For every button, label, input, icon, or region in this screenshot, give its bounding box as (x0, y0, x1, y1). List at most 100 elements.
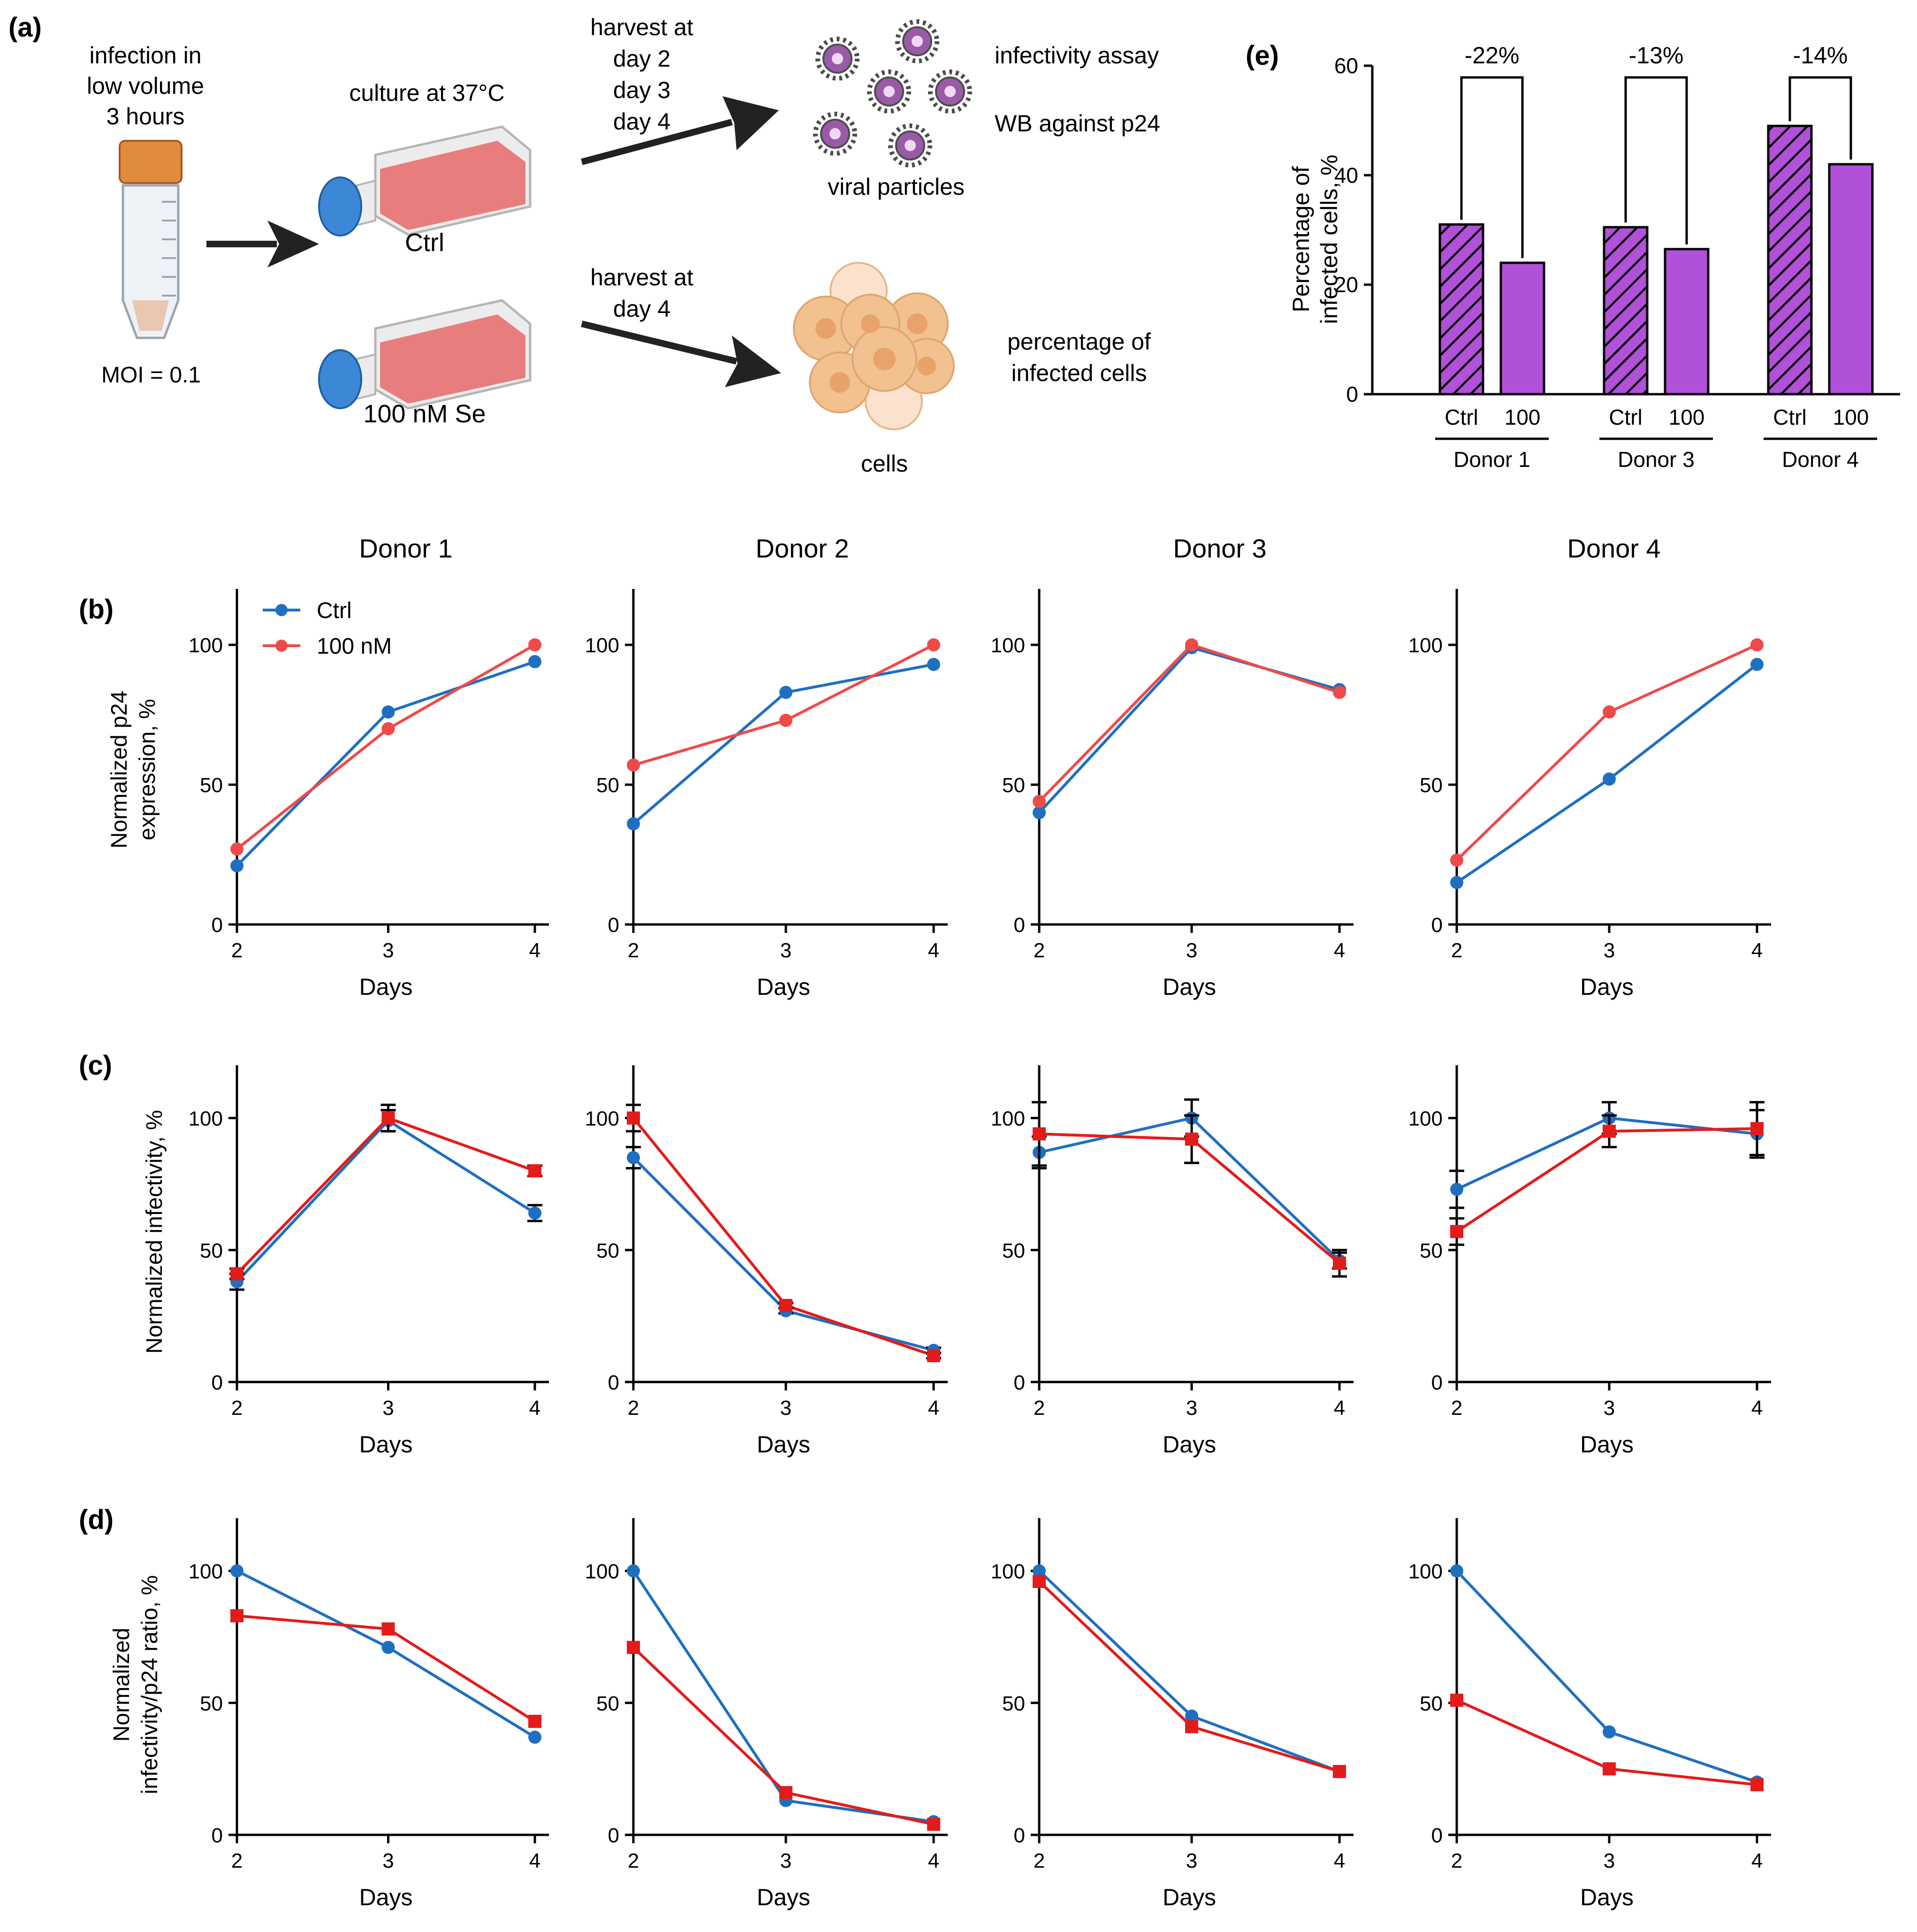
x-tick-label: 3 (1604, 939, 1615, 962)
data-point-ctrl (230, 1564, 243, 1578)
donor-title-4: Donor 4 (1567, 534, 1660, 563)
x-tick-label: 3 (1604, 1397, 1615, 1420)
y-tick-label: 0 (212, 1824, 223, 1847)
x-axis-label: Days (1580, 1431, 1634, 1458)
x-tick-label: 4 (1751, 939, 1763, 962)
panel-label-d: (d) (79, 1504, 114, 1535)
plot-b-donor-2: 0 50 100 2 3 4 Days (585, 589, 948, 1000)
x-tick-label: 4 (928, 1397, 939, 1420)
x-tick-label: 4 (529, 1849, 540, 1872)
data-point-treated (779, 714, 792, 727)
y-tick-label: 50 (200, 774, 223, 797)
y-tick-label: 50 (596, 1239, 619, 1262)
harvest-top-line-1: harvest at (590, 14, 693, 40)
group-label: Donor 4 (1782, 447, 1859, 472)
series-line-ctrl (632, 1570, 934, 1823)
viral-particles-label: viral particles (828, 174, 965, 200)
x-axis-label: Days (359, 1431, 413, 1458)
wb-label: WB against p24 (995, 110, 1160, 137)
y-tick-label: 0 (1431, 914, 1443, 937)
series-line-treated (1038, 1580, 1340, 1773)
data-point-treated (381, 1622, 395, 1636)
y-tick-label: 60 (1334, 53, 1358, 78)
data-point-treated (230, 1609, 243, 1623)
y-tick-label: 100 (1408, 1107, 1443, 1130)
comparison-bracket (1460, 76, 1524, 258)
x-tick-label: 4 (529, 1397, 540, 1420)
x-tick-label: 4 (1751, 1397, 1763, 1420)
y-tick-label: 50 (1002, 1692, 1025, 1715)
infection-line-3: 3 hours (106, 103, 185, 130)
se-flask-label: 100 nM Se (363, 400, 486, 428)
x-tick-label: 3 (780, 939, 791, 962)
bar-label: Ctrl (1445, 405, 1478, 429)
ylabel-b-line-1: Normalized p24 (107, 691, 132, 848)
series-line-treated (1038, 643, 1340, 802)
data-point-treated (927, 638, 940, 652)
y-tick-label: 50 (200, 1692, 223, 1715)
data-point-ctrl (230, 859, 243, 872)
data-point-ctrl (528, 1207, 541, 1220)
ctrl-flask-label: Ctrl (405, 229, 444, 257)
panel-label-a: (a) (8, 12, 42, 43)
percent-change-label: -22% (1465, 42, 1520, 69)
ylabel-b-line-2: expression, % (135, 699, 160, 840)
data-point-treated (779, 1786, 792, 1799)
y-tick-label: 0 (1346, 382, 1358, 406)
x-axis-label: Days (359, 1884, 413, 1910)
charts-layer: 0 50 100 2 3 4 Days 0 50 100 2 3 4 Days 0 50 100 2 3 4 Days 0… (189, 42, 1900, 1910)
x-tick-label: 3 (382, 1849, 394, 1872)
data-point-treated (779, 1298, 792, 1312)
x-tick-label: 4 (1334, 1849, 1345, 1872)
data-point-treated (1333, 1256, 1346, 1270)
data-point-treated (1185, 638, 1198, 652)
data-point-treated (1750, 1778, 1764, 1792)
data-point-treated (1450, 1694, 1463, 1707)
series-line-treated (633, 643, 935, 767)
x-tick-label: 2 (628, 939, 639, 962)
bar-label: 100 (1833, 405, 1869, 429)
data-point-treated (381, 1111, 395, 1125)
legend-treated-marker (275, 640, 288, 652)
y-tick-label: 100 (189, 634, 223, 657)
x-tick-label: 4 (1334, 1397, 1345, 1420)
plot-c-donor-2: 0 50 100 2 3 4 Days (585, 1065, 948, 1458)
harvest-top-line-4: day 4 (613, 108, 670, 135)
data-point-ctrl (1033, 806, 1046, 819)
bar-label: 100 (1669, 405, 1705, 429)
y-tick-label: 50 (596, 1692, 619, 1715)
data-point-treated (1033, 1575, 1046, 1588)
data-point-treated (627, 758, 640, 772)
infection-line-2: low volume (87, 73, 204, 99)
y-tick-label: 0 (1014, 1371, 1025, 1394)
data-point-treated (1750, 638, 1764, 652)
x-axis-label: Days (757, 1431, 810, 1458)
data-point-ctrl (1450, 876, 1463, 889)
bar-ctrl (1767, 124, 1813, 396)
legend: Ctrl 100 nM (263, 598, 392, 659)
y-tick-label: 100 (1408, 634, 1443, 657)
y-tick-label: 0 (608, 914, 619, 937)
bar-treated (1664, 248, 1710, 396)
panel-label-b: (b) (79, 594, 114, 625)
series-line-ctrl (1038, 1570, 1340, 1773)
percent-change-label: -14% (1793, 42, 1848, 69)
y-tick-label: 0 (608, 1824, 619, 1847)
x-tick-label: 2 (1034, 1397, 1045, 1420)
x-tick-label: 2 (628, 1849, 639, 1872)
plot-e-bars: 0 20 40 60 Ctrl 100 Donor 1 -22% Ctrl 100 Donor 3 -… (1334, 42, 1900, 472)
x-tick-label: 2 (231, 939, 243, 962)
data-point-treated (381, 722, 395, 735)
y-tick-label: 50 (596, 774, 619, 797)
y-tick-label: 100 (585, 1560, 619, 1583)
y-tick-label: 50 (1002, 774, 1025, 797)
plot-c-donor-4: 0 50 100 2 3 4 Days (1408, 1065, 1771, 1458)
x-axis-label: Days (1163, 1884, 1216, 1910)
group-label: Donor 3 (1618, 447, 1695, 472)
x-axis-label: Days (757, 1884, 810, 1910)
y-tick-label: 50 (1002, 1239, 1025, 1262)
bar-ctrl (1603, 226, 1649, 396)
data-point-ctrl (381, 1641, 395, 1654)
plot-d-donor-1: 0 50 100 2 3 4 Days (189, 1518, 549, 1910)
data-point-ctrl (627, 1151, 640, 1164)
